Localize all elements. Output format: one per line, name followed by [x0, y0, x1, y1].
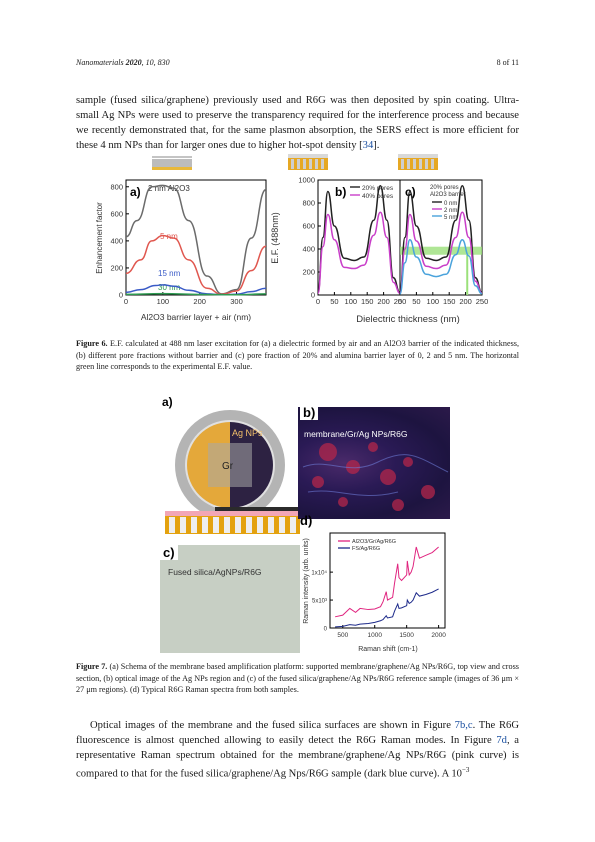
- series-line-1: [399, 184, 483, 294]
- curve-label-15nm: 15 nm: [158, 269, 181, 278]
- x-tick-label: 2000: [431, 632, 446, 639]
- series-line-1: [125, 184, 267, 295]
- panel-c-axes: 0 50 100 150 200 250 c) 20% pores Al2O3 barri…: [398, 179, 489, 306]
- x-tick-label: 0: [316, 297, 320, 306]
- x-tick-label: 300: [230, 297, 243, 306]
- panel-b-label: b): [335, 185, 346, 199]
- figure-ref-7bc[interactable]: 7b,c: [454, 720, 473, 731]
- reference-link[interactable]: 34: [362, 140, 374, 151]
- series-line-2: [399, 211, 483, 295]
- figure-6: 0 200 400 600 800 0 100 200 300 Enhancement fac…: [95, 154, 489, 325]
- panel-7c-label: c): [160, 545, 178, 560]
- legend-2nm: 2 nm: [444, 208, 457, 214]
- optical-image-membrane: b) membrane/Gr/Ag NPs/R6G: [298, 405, 450, 519]
- y-tick-label: 800: [110, 182, 123, 191]
- x-tick-label: 100: [427, 297, 440, 306]
- panel-7b-label: b): [300, 405, 319, 420]
- y-tick-label: 1000: [298, 176, 315, 185]
- series-line-3: [399, 239, 483, 295]
- x-tick-label: 250: [476, 297, 489, 306]
- legend-title-1: 20% pores: [430, 185, 459, 191]
- x-tick-label: 250: [394, 297, 407, 306]
- x-tick-label: 150: [361, 297, 374, 306]
- page-number: 8 of 11: [496, 58, 519, 67]
- cross-section: [165, 507, 300, 534]
- paragraph-results: Optical images of the membrane and the f…: [76, 720, 519, 780]
- layer-icon-c: [398, 154, 438, 170]
- y-tick-label: 800: [302, 199, 315, 208]
- x-tick-label: 100: [157, 297, 170, 306]
- figure-7: a) Ag NPs Gr b) membrane/Gr/Ag NPs/R6G c: [160, 395, 450, 657]
- y-tick-label: 400: [110, 236, 123, 245]
- panel-a-label: a): [130, 185, 141, 199]
- legend-membrane: Al2O3/Gr/Ag/R6G: [352, 539, 396, 545]
- panel-7d-label: d): [300, 513, 312, 528]
- series-line-3: [125, 284, 267, 296]
- layer-icon-b: [288, 154, 328, 170]
- panel-7c-title: Fused silica/AgNPs/R6G: [168, 567, 262, 577]
- x-tick-label: 0: [398, 297, 402, 306]
- y-tick-label: 600: [110, 209, 123, 218]
- x-tick-label: 500: [337, 632, 348, 639]
- legend-5nm: 5 nm: [444, 215, 457, 221]
- x-tick-label: 0: [124, 297, 128, 306]
- y-tick-label: 600: [302, 222, 315, 231]
- paragraph-intro: sample (fused silica/graphene) previousl…: [76, 95, 519, 151]
- panel-7a-label: a): [162, 395, 173, 409]
- y-tick-label: 200: [110, 263, 123, 272]
- panel-7b-title: membrane/Gr/Ag NPs/R6G: [304, 429, 408, 439]
- legend-20-pores: 20% pores: [362, 185, 394, 192]
- running-header: Nanomaterials 2020, 10, 830 8 of 11: [76, 58, 519, 67]
- series-line-4: [125, 292, 267, 296]
- shared-xlabel: Dielectric thickness (nm): [356, 314, 459, 325]
- y-tick-label: 0: [324, 627, 328, 633]
- panel-7a-schematic: a) Ag NPs Gr: [162, 395, 285, 520]
- series-line-1: [335, 546, 439, 618]
- figure-6-caption: Figure 6. E.F. calculated at 488 nm lase…: [76, 339, 519, 372]
- panel-7d-raman: d) 0 5x10³ 1x10⁴ 500 1000 1500 2000 Raman int…: [300, 513, 446, 653]
- curve-label-30nm: 30 nm: [158, 283, 181, 292]
- x-tick-label: 200: [193, 297, 206, 306]
- series-line-2: [125, 234, 267, 296]
- legend-fs: FS/Ag/R6G: [352, 546, 380, 552]
- figure-7-caption: Figure 7. (a) Schema of the membrane bas…: [76, 662, 519, 695]
- x-tick-label: 100: [345, 297, 358, 306]
- series-line-2: [335, 588, 439, 628]
- panel-7d-xlabel: Raman shift (cm-1): [358, 646, 418, 653]
- y-tick-label: 0: [119, 291, 123, 300]
- gr-label: Gr: [222, 461, 234, 472]
- optical-image-fused-silica: c) Fused silica/AgNPs/R6G: [160, 545, 300, 653]
- y-tick-label: 400: [302, 245, 315, 254]
- x-tick-label: 50: [412, 297, 420, 306]
- panel-a-xlabel: Al2O3 barrier layer + air (nm): [141, 312, 251, 322]
- y-tick-label: 5x10³: [312, 599, 327, 605]
- x-tick-label: 200: [377, 297, 390, 306]
- y-tick-label: 0: [311, 291, 315, 300]
- legend-0nm: 0 nm: [444, 201, 457, 207]
- panel-7d-ylabel: Raman intensity (arb. units): [303, 538, 310, 624]
- x-tick-label: 200: [459, 297, 472, 306]
- series-line-2: [317, 211, 401, 295]
- curve-label-2nm: 2 nm Al2O3: [148, 184, 190, 193]
- panel-b-ylabel: E.F. (488nm): [270, 212, 280, 264]
- x-tick-label: 1500: [399, 632, 414, 639]
- layer-icon-a: [152, 156, 192, 170]
- y-tick-label: 1x10⁴: [311, 570, 327, 577]
- journal-citation: Nanomaterials 2020, 10, 830: [76, 58, 170, 67]
- series-line-1: [317, 184, 401, 294]
- panel-a-ylabel: Enhancement factor: [95, 202, 104, 274]
- x-tick-label: 150: [443, 297, 456, 306]
- experimental-ef-band: [400, 246, 482, 255]
- x-tick-label: 1000: [367, 632, 382, 639]
- figure-ref-7d[interactable]: 7d: [496, 735, 507, 746]
- legend-title-2: Al2O3 barrier: [430, 192, 466, 198]
- panel-a-axes: 0 200 400 600 800 0 100 200 300 Enhancement fac…: [95, 179, 267, 322]
- x-tick-label: 50: [330, 297, 338, 306]
- ag-nps-label: Ag NPs: [232, 428, 263, 438]
- y-tick-label: 200: [302, 268, 315, 277]
